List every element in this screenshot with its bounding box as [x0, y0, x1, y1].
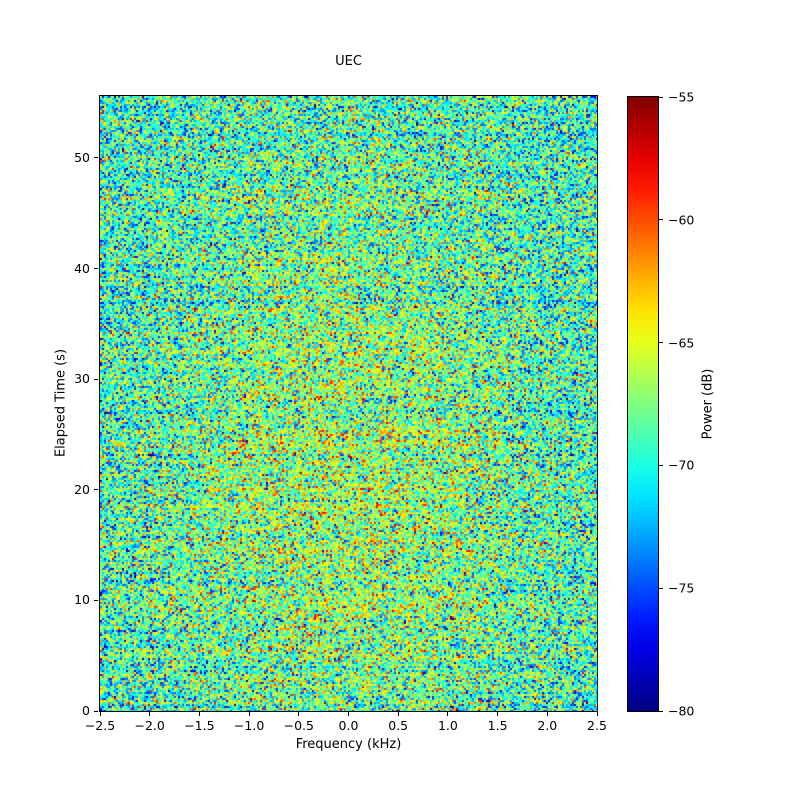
x-tick-label: 0.5	[388, 718, 409, 733]
colorbar-tick-mark	[659, 96, 663, 98]
y-tick-label: 40	[74, 260, 90, 276]
colorbar-tick-label: −80	[668, 703, 695, 719]
x-tick-label: 2.5	[587, 718, 607, 733]
x-tick-label: 1.5	[487, 718, 508, 733]
x-tick-label: 1.0	[437, 718, 458, 733]
x-tick-label: −0.5	[283, 718, 314, 733]
x-tick-mark	[596, 712, 598, 716]
x-tick-mark	[397, 712, 399, 716]
colorbar-tick-label: −65	[668, 335, 695, 351]
colorbar-tick-mark	[659, 710, 663, 712]
x-tick-label: −2.0	[134, 718, 165, 733]
colorbar	[627, 96, 659, 712]
x-tick-mark	[298, 712, 300, 716]
y-tick-label: 30	[74, 371, 90, 387]
y-axis-label: Elapsed Time (s)	[53, 348, 69, 458]
colorbar-tick-label: −75	[668, 580, 695, 596]
spectrogram-canvas	[100, 96, 597, 711]
y-tick-label: 20	[74, 481, 90, 497]
x-tick-mark	[348, 712, 349, 716]
y-tick-mark	[94, 157, 98, 159]
chart-title: UEC	[335, 54, 362, 69]
colorbar-tick-mark	[659, 587, 663, 589]
colorbar-label: Power (dB)	[700, 368, 716, 440]
x-tick-mark	[447, 712, 449, 716]
x-tick-mark	[99, 712, 101, 716]
x-tick-label: 2.0	[537, 718, 558, 733]
colorbar-tick-label: −55	[668, 89, 695, 105]
y-tick-label: 0	[82, 703, 90, 719]
x-tick-mark	[198, 712, 200, 716]
x-tick-mark	[497, 712, 499, 716]
colorbar-tick-mark	[659, 464, 663, 466]
y-tick-mark	[94, 599, 98, 601]
colorbar-tick-mark	[659, 219, 663, 221]
x-tick-label: −1.0	[233, 718, 265, 733]
x-tick-label: 0.0	[338, 718, 359, 733]
colorbar-tick-label: −60	[668, 212, 695, 228]
x-tick-mark	[149, 712, 151, 716]
x-tick-mark	[248, 712, 250, 716]
y-tick-label: 10	[74, 592, 90, 608]
x-axis-label: Frequency (kHz)	[295, 737, 402, 752]
x-tick-mark	[546, 712, 548, 716]
x-tick-label: −1.5	[184, 718, 215, 733]
y-tick-label: 50	[74, 150, 90, 166]
y-tick-mark	[94, 489, 98, 491]
y-tick-mark	[94, 268, 98, 270]
y-tick-mark	[94, 710, 98, 712]
plot-frame	[99, 95, 598, 712]
colorbar-tick-label: −70	[668, 457, 695, 473]
colorbar-tick-mark	[659, 342, 663, 344]
y-tick-mark	[94, 378, 98, 380]
x-tick-label: −2.5	[84, 718, 116, 733]
colorbar-gradient	[628, 97, 658, 711]
